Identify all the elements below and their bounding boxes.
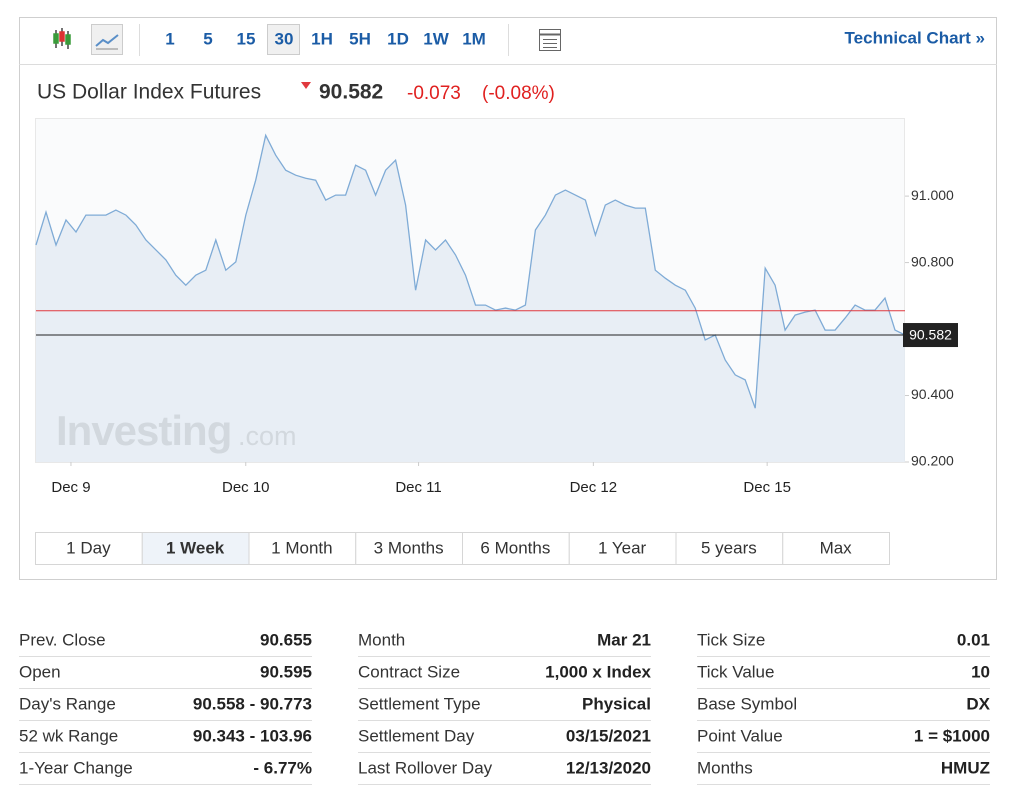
y-tick-label: 90.200: [911, 453, 954, 469]
stat-value: DX: [966, 694, 990, 713]
stat-value: - 6.77%: [253, 758, 312, 777]
stat-value: 90.558 - 90.773: [193, 694, 312, 713]
range-button[interactable]: [568, 532, 677, 565]
stats-table: Prev. Close 90.655 Open 90.595 Day's Range 90…: [19, 630, 991, 785]
price-change: -0.073: [407, 83, 461, 104]
calendar-icon[interactable]: [539, 29, 561, 51]
interval-button[interactable]: 1M: [462, 29, 486, 48]
range-button[interactable]: [35, 532, 143, 565]
interval-button[interactable]: 15: [237, 29, 256, 48]
stat-label: Tick Value: [697, 662, 774, 681]
stat-value: 90.343 - 103.96: [193, 726, 312, 745]
down-arrow: [301, 82, 311, 89]
range-button[interactable]: [355, 532, 463, 565]
stat-label: Base Symbol: [697, 694, 797, 713]
x-tick-label: Dec 9: [51, 479, 90, 496]
stat-value: 90.595: [260, 662, 312, 681]
interval-button[interactable]: 30: [275, 29, 294, 48]
stat-label: Months: [697, 758, 753, 777]
range-label[interactable]: 1 Week: [166, 538, 225, 557]
stat-value: 0.01: [957, 630, 990, 649]
stat-label: Open: [19, 662, 61, 681]
price-line: [35, 133, 906, 409]
stat-label: 52 wk Range: [19, 726, 118, 745]
stat-label: Tick Size: [697, 630, 765, 649]
stat-label: Month: [358, 630, 405, 649]
stat-value: 1,000 x Index: [545, 662, 651, 681]
range-label[interactable]: 6 Months: [480, 538, 550, 557]
interval-button[interactable]: 1D: [387, 29, 409, 48]
range-label[interactable]: 3 Months: [374, 538, 444, 557]
stat-value: 1 = $1000: [914, 726, 990, 745]
last-price: 90.582: [319, 81, 383, 104]
range-button[interactable]: [782, 532, 890, 565]
price-change-percent: (-0.08%): [482, 83, 555, 104]
stat-label: Settlement Day: [358, 726, 475, 745]
stat-label: Contract Size: [358, 662, 460, 681]
range-button[interactable]: [675, 532, 784, 565]
stat-label: Day's Range: [19, 694, 116, 713]
stat-label: Last Rollover Day: [358, 758, 493, 777]
stat-value: HMUZ: [941, 758, 990, 777]
y-tick-label: 90.800: [911, 253, 954, 269]
line-chart-icon[interactable]: [91, 24, 123, 55]
stat-value: 12/13/2020: [566, 758, 651, 777]
stat-value: Physical: [582, 694, 651, 713]
last-value-label: 90.582: [909, 327, 952, 343]
active-interval-box: [267, 24, 300, 55]
interval-button[interactable]: 1H: [311, 29, 333, 48]
y-tick-label: 90.400: [911, 386, 954, 402]
stat-label: Settlement Type: [358, 694, 481, 713]
instrument-title: US Dollar Index Futures: [37, 81, 261, 104]
stat-label: Point Value: [697, 726, 783, 745]
stat-value: Mar 21: [597, 630, 651, 649]
stat-value: 10: [971, 662, 990, 681]
y-tick-label: 91.000: [911, 187, 954, 203]
x-tick-label: Dec 12: [570, 479, 618, 496]
range-label[interactable]: 1 Month: [271, 538, 332, 557]
chart: Investing.com90.20090.40090.80091.000Dec…: [35, 133, 958, 496]
stat-label: 1-Year Change: [19, 758, 133, 777]
interval-button[interactable]: 5: [203, 29, 212, 48]
stat-value: 90.655: [260, 630, 312, 649]
range-label[interactable]: 5 years: [701, 538, 757, 557]
technical-chart-link[interactable]: Technical Chart »: [845, 28, 985, 47]
x-tick-label: Dec 10: [222, 479, 270, 496]
interval-button[interactable]: 1: [165, 29, 174, 48]
x-tick-label: Dec 15: [743, 479, 791, 496]
x-tick-label: Dec 11: [395, 479, 441, 496]
interval-button[interactable]: 1W: [423, 29, 449, 48]
last-value-box: [903, 323, 958, 348]
area-fill: [36, 135, 905, 463]
stat-label: Prev. Close: [19, 630, 106, 649]
range-button[interactable]: [248, 532, 357, 565]
stat-value: 03/15/2021: [566, 726, 651, 745]
range-label[interactable]: 1 Day: [66, 538, 111, 557]
range-label[interactable]: Max: [820, 538, 853, 557]
range-button[interactable]: [462, 532, 570, 565]
interval-button[interactable]: 5H: [349, 29, 371, 48]
range-selector: 1 Day 1 Week 1 Month 3 Months 6 Months 1 Year…: [35, 532, 890, 565]
candlestick-icon[interactable]: [53, 28, 71, 49]
range-label[interactable]: 1 Year: [598, 538, 647, 557]
